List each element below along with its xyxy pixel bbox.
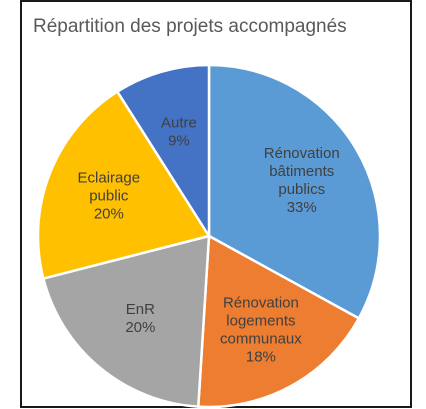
value-label: 20% — [94, 205, 124, 222]
value-label: 9% — [168, 133, 190, 150]
chart-title: Répartition des projets accompagnés — [33, 16, 347, 37]
pie-slice — [41, 234, 211, 408]
category-label: EnR — [126, 301, 155, 318]
category-label: Rénovation logements communaux — [220, 294, 302, 347]
value-label: 33% — [287, 199, 317, 216]
category-label: Autre — [161, 115, 197, 132]
category-label: Rénovation bâtiments publics — [264, 145, 340, 198]
value-label: 20% — [125, 319, 155, 336]
pie-slice — [196, 233, 361, 409]
value-label: 18% — [246, 348, 276, 365]
pie-slice — [115, 63, 211, 241]
pie-slice — [207, 63, 382, 321]
category-label: Eclairage public — [78, 169, 141, 204]
pie-slice — [36, 89, 211, 281]
